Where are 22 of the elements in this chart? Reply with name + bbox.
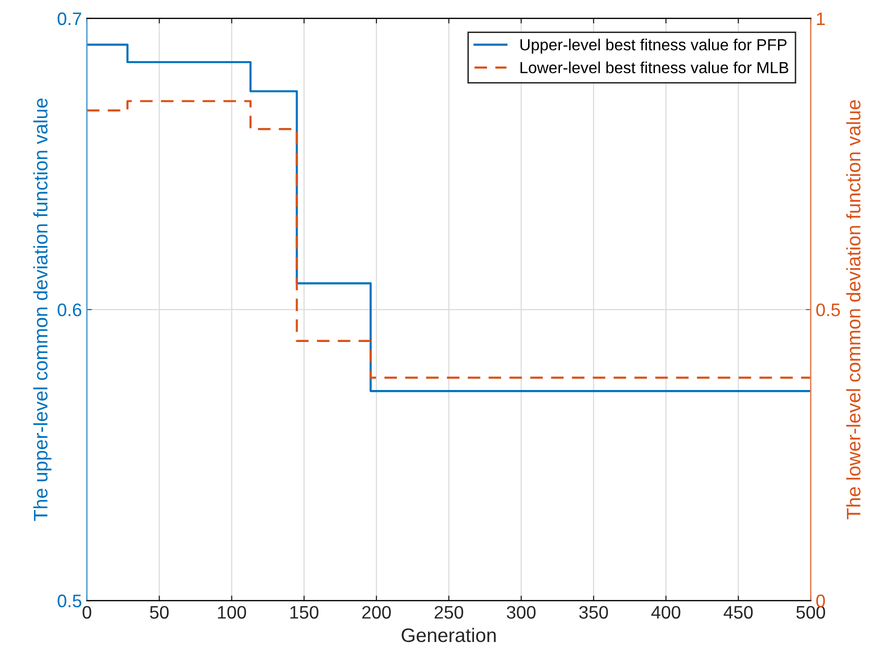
x-tick-label: 50 [150, 606, 169, 619]
x-tick-label: 400 [651, 606, 680, 619]
x-tick-label: 150 [290, 606, 318, 619]
legend-label: Lower-level best fitness value for MLB [520, 62, 788, 74]
y-axis-title: The upper-level common deviation function value [33, 98, 52, 521]
x-tick-label: 500 [796, 606, 826, 619]
x-tick-label: 300 [506, 606, 536, 619]
x-axis-title: Generation [402, 628, 496, 642]
x-tick-label: 0 [82, 606, 92, 619]
y-tick-label: 0.5 [58, 594, 82, 608]
x-tick-label: 100 [218, 606, 246, 619]
x-tick-label: 450 [724, 606, 753, 619]
legend-label: Upper-level best fitness value for PFP [520, 38, 786, 54]
x-tick-label: 350 [579, 606, 608, 619]
y2-tick-label: 0.5 [816, 303, 840, 316]
x-tick-label: 200 [362, 606, 391, 619]
y2-tick-label: 1 [816, 12, 825, 26]
y-tick-label: 0.7 [58, 12, 82, 26]
y2-tick-label: 0 [816, 594, 825, 608]
y-tick-label: 0.6 [58, 303, 82, 316]
y2-axis-title: The lower-level common deviation function value [846, 100, 861, 520]
x-tick-label: 250 [434, 606, 464, 619]
